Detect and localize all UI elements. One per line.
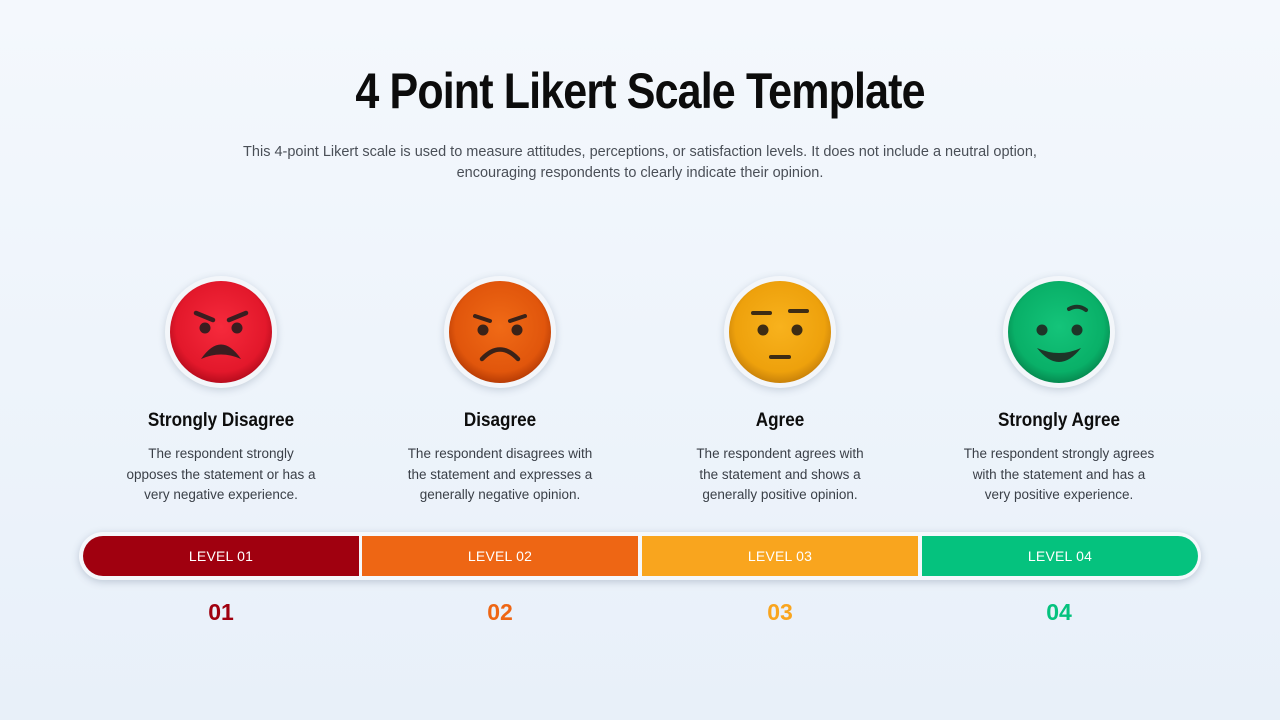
likert-item-strongly-disagree: Strongly Disagree The respondent strongl… — [106, 276, 336, 506]
level-number-04: 04 — [1046, 599, 1072, 625]
level-segment-04: LEVEL 04 — [922, 536, 1198, 576]
level-segment-01: LEVEL 01 — [83, 536, 359, 576]
level-number-03: 03 — [767, 599, 793, 625]
desc-line: the statement and shows a — [699, 466, 861, 482]
desc-line: the statement and expresses a — [407, 466, 593, 482]
subtitle-line-1: This 4-point Likert scale is used to mea… — [243, 144, 1037, 160]
item-title: Strongly Agree — [998, 410, 1120, 431]
subtitle-line-2: encouraging respondents to clearly indic… — [456, 165, 824, 181]
item-description: The respondent strongly agrees with the … — [954, 444, 1164, 506]
face-ring — [1003, 276, 1115, 388]
desc-line: generally negative opinion. — [419, 487, 581, 502]
desc-line: The respondent strongly agrees — [963, 446, 1155, 461]
item-description: The respondent disagrees with the statem… — [395, 444, 605, 506]
item-description: The respondent agrees with the statement… — [675, 444, 885, 506]
likert-item-strongly-agree: Strongly Agree The respondent strongly a… — [944, 276, 1174, 506]
desc-line: very positive experience. — [984, 487, 1134, 502]
item-title: Strongly Disagree — [147, 410, 295, 431]
face-ring — [165, 276, 277, 388]
neutral-face-icon — [729, 281, 831, 383]
slide-subtitle: This 4-point Likert scale is used to mea… — [225, 142, 1055, 184]
desc-line: very negative experience. — [144, 487, 298, 502]
desc-line: opposes the statement or has a — [126, 466, 316, 482]
desc-line: The respondent agrees with — [696, 446, 864, 461]
desc-line: The respondent strongly — [148, 446, 294, 461]
level-segment-03: LEVEL 03 — [642, 536, 918, 576]
level-number-01: 01 — [208, 599, 234, 625]
slide-title: 4 Point Likert Scale Template — [355, 63, 925, 119]
desc-line: The respondent disagrees with — [407, 446, 593, 461]
smiling-face-icon — [1008, 281, 1110, 383]
likert-item-agree: Agree The respondent agrees with the sta… — [665, 276, 895, 506]
frowning-face-icon — [449, 281, 551, 383]
face-ring — [724, 276, 836, 388]
likert-item-disagree: Disagree The respondent disagrees with t… — [385, 276, 615, 506]
desc-line: with the statement and has a — [972, 466, 1146, 482]
item-title: Agree — [755, 410, 805, 431]
level-number-02: 02 — [487, 599, 513, 625]
level-segment-02: LEVEL 02 — [362, 536, 638, 576]
desc-line: generally positive opinion. — [702, 487, 858, 502]
face-ring — [444, 276, 556, 388]
item-title: Disagree — [463, 410, 537, 431]
angry-face-icon — [170, 281, 272, 383]
item-description: The respondent strongly opposes the stat… — [116, 444, 326, 506]
